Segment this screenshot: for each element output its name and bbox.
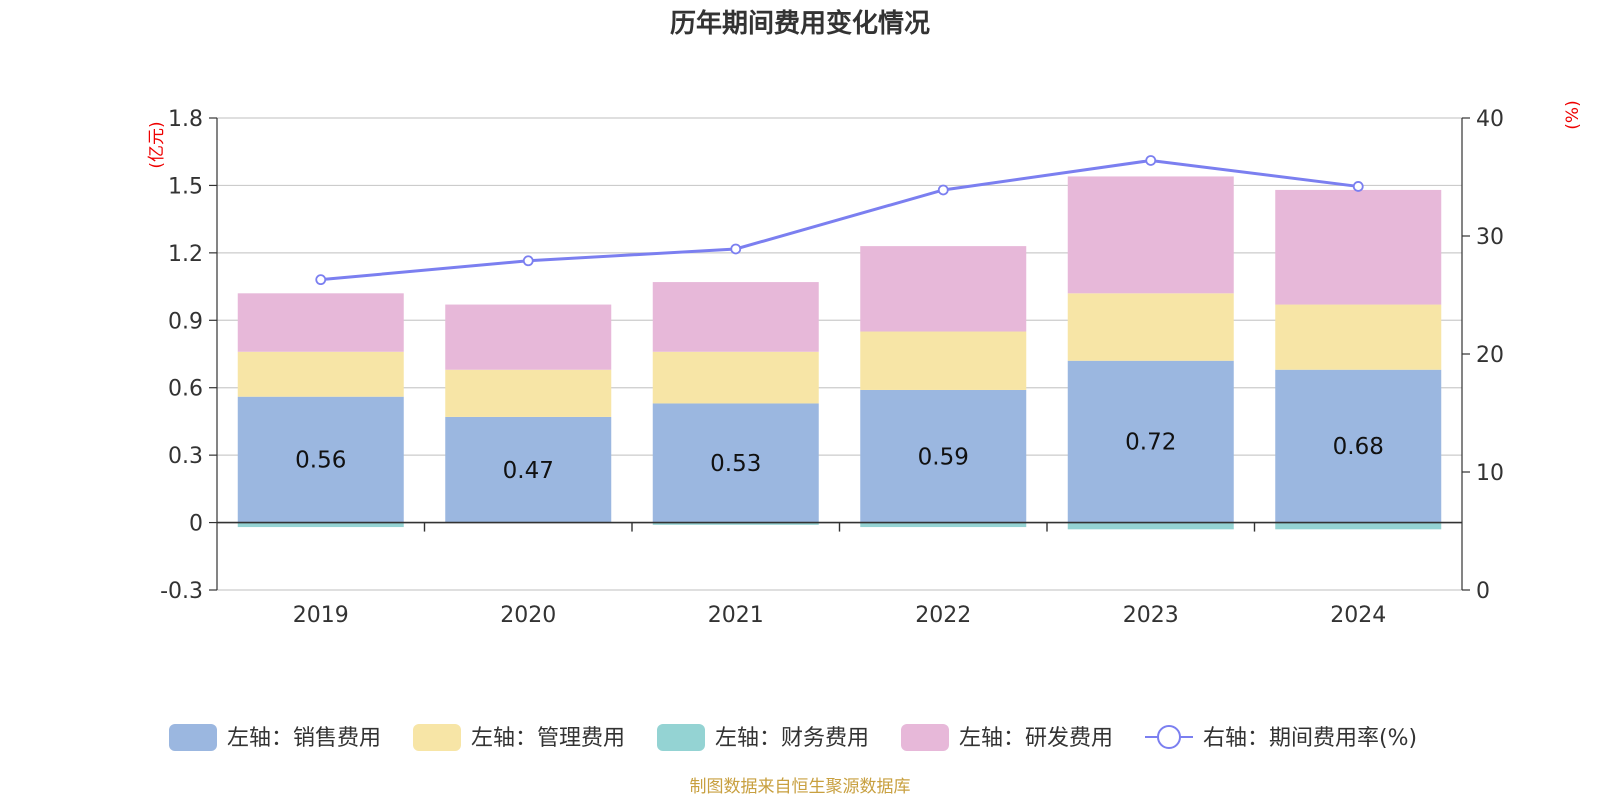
data-label: 0.72 bbox=[1125, 430, 1176, 456]
legend-swatch bbox=[413, 724, 461, 751]
rate-point bbox=[1352, 181, 1364, 192]
right-tick-label: 0 bbox=[1476, 579, 1490, 604]
rate-line bbox=[320, 158, 1359, 282]
axes: -0.3 0 0.3 0.6 0.9 1.2 1.5 1.8 0 10 20 30 40 2019 2020… bbox=[160, 107, 1504, 628]
grid-lines bbox=[217, 117, 1462, 591]
legend-swatch bbox=[657, 724, 705, 751]
left-tick-label: 1.8 bbox=[168, 107, 203, 132]
x-tick-label: 2023 bbox=[1123, 603, 1179, 628]
bar-segment bbox=[1275, 369, 1442, 523]
x-tick-label: 2020 bbox=[500, 603, 556, 628]
legend-swatch bbox=[901, 724, 949, 751]
bar-segment bbox=[652, 282, 819, 352]
data-label: 0.47 bbox=[503, 458, 554, 484]
bar-segment bbox=[1067, 176, 1234, 294]
bar-series bbox=[237, 176, 1442, 530]
rate-point bbox=[315, 274, 327, 286]
right-tick-label: 40 bbox=[1476, 107, 1504, 132]
bar-segment bbox=[1067, 293, 1234, 361]
bar-segment bbox=[237, 351, 404, 397]
bar-segment bbox=[860, 389, 1027, 523]
data-labels: 0.56 0.47 0.53 0.59 0.72 0.68 bbox=[295, 430, 1384, 484]
left-axis-unit: (亿元) bbox=[147, 121, 167, 168]
rate-point bbox=[522, 255, 534, 267]
x-tick-label: 2021 bbox=[708, 603, 764, 628]
left-tick-label: 0.6 bbox=[168, 377, 203, 402]
rate-point bbox=[937, 184, 949, 196]
legend-label: 左轴：管理费用 bbox=[471, 726, 625, 751]
legend-label: 右轴：期间费用率(%) bbox=[1203, 726, 1417, 751]
data-label: 0.56 bbox=[295, 448, 346, 474]
bar-segment bbox=[1275, 522, 1442, 530]
bar-segment bbox=[237, 522, 404, 528]
left-tick-label: 1.2 bbox=[168, 242, 203, 267]
bar-segment bbox=[445, 416, 612, 523]
legend: 左轴：销售费用 左轴：管理费用 左轴：财务费用 左轴：研发费用 右轴：期间费用率(%) bbox=[169, 724, 1417, 751]
left-tick-label: -0.3 bbox=[160, 579, 203, 604]
bar-segment bbox=[445, 304, 612, 370]
x-tick-label: 2022 bbox=[915, 603, 971, 628]
data-label: 0.68 bbox=[1333, 434, 1384, 460]
bar-segment bbox=[652, 351, 819, 404]
legend-circle-icon bbox=[1157, 725, 1181, 749]
right-tick-label: 30 bbox=[1476, 225, 1504, 250]
legend-label: 左轴：财务费用 bbox=[715, 726, 869, 751]
left-tick-label: 0.3 bbox=[168, 444, 203, 469]
bar-segment bbox=[1275, 304, 1442, 370]
left-tick-label: 0.9 bbox=[168, 309, 203, 334]
x-tick-label: 2019 bbox=[293, 603, 349, 628]
left-tick-label: 0 bbox=[189, 512, 203, 537]
rate-point bbox=[1145, 155, 1157, 166]
right-tick-label: 20 bbox=[1476, 343, 1504, 368]
legend-label: 左轴：研发费用 bbox=[959, 726, 1113, 751]
data-label: 0.53 bbox=[710, 451, 761, 477]
bar-segment bbox=[652, 403, 819, 523]
bar-segment bbox=[860, 331, 1027, 390]
bar-segment bbox=[1067, 360, 1234, 523]
bar-segment bbox=[445, 369, 612, 417]
data-label: 0.59 bbox=[918, 444, 969, 470]
bar-segment bbox=[237, 396, 404, 523]
bar-segment bbox=[237, 293, 404, 352]
rate-point bbox=[730, 243, 742, 255]
x-tick-label: 2024 bbox=[1330, 603, 1386, 628]
bar-segment bbox=[652, 522, 819, 525]
legend-swatch bbox=[169, 724, 217, 751]
right-axis-unit: (%) bbox=[1563, 100, 1583, 129]
chart-title: 历年期间费用变化情况 bbox=[670, 8, 930, 39]
rate-line-series bbox=[315, 155, 1364, 286]
bar-segment bbox=[860, 246, 1027, 332]
left-tick-label: 1.5 bbox=[168, 174, 203, 199]
legend-label: 左轴：销售费用 bbox=[227, 726, 381, 751]
bar-segment bbox=[1067, 522, 1234, 530]
bar-segment bbox=[1275, 189, 1442, 305]
bar-segment bbox=[860, 522, 1027, 528]
source-note: 制图数据来自恒生聚源数据库 bbox=[690, 777, 911, 797]
right-tick-label: 10 bbox=[1476, 461, 1504, 486]
